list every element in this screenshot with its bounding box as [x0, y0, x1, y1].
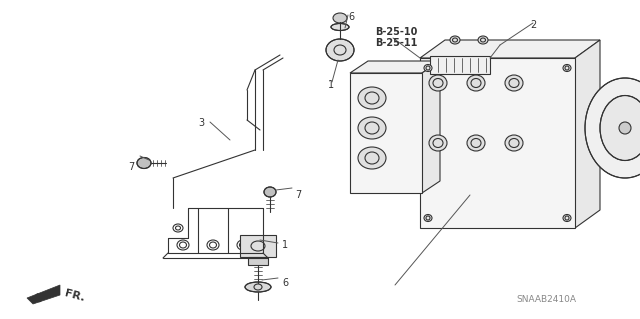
- Text: B-25-10: B-25-10: [375, 27, 417, 37]
- Ellipse shape: [173, 224, 183, 232]
- Text: 1: 1: [282, 240, 288, 250]
- Ellipse shape: [505, 75, 523, 91]
- Polygon shape: [420, 40, 600, 58]
- Ellipse shape: [333, 13, 347, 23]
- Ellipse shape: [207, 240, 219, 250]
- Polygon shape: [575, 40, 600, 228]
- Text: 2: 2: [530, 20, 536, 30]
- Ellipse shape: [248, 244, 258, 252]
- Text: FR.: FR.: [63, 288, 85, 303]
- Text: B-25-11: B-25-11: [375, 38, 417, 48]
- Ellipse shape: [331, 24, 349, 31]
- Ellipse shape: [585, 78, 640, 178]
- Ellipse shape: [177, 240, 189, 250]
- Bar: [240, 235, 276, 257]
- Ellipse shape: [137, 158, 151, 168]
- Ellipse shape: [264, 187, 276, 197]
- Text: 7: 7: [128, 162, 134, 172]
- Ellipse shape: [429, 75, 447, 91]
- Ellipse shape: [505, 135, 523, 151]
- Ellipse shape: [429, 135, 447, 151]
- Bar: [420, 58, 575, 228]
- Ellipse shape: [600, 95, 640, 160]
- Bar: [430, 56, 490, 74]
- Ellipse shape: [450, 36, 460, 44]
- Polygon shape: [422, 61, 440, 193]
- Text: SNAAB2410A: SNAAB2410A: [516, 295, 576, 304]
- Ellipse shape: [326, 39, 354, 61]
- Ellipse shape: [358, 87, 386, 109]
- Ellipse shape: [563, 64, 571, 71]
- Bar: [350, 73, 422, 193]
- Ellipse shape: [619, 122, 631, 134]
- Ellipse shape: [467, 75, 485, 91]
- Ellipse shape: [467, 135, 485, 151]
- Ellipse shape: [424, 64, 432, 71]
- Polygon shape: [27, 285, 60, 304]
- Text: 3: 3: [198, 118, 204, 128]
- Ellipse shape: [237, 240, 249, 250]
- Ellipse shape: [478, 36, 488, 44]
- Ellipse shape: [358, 147, 386, 169]
- Ellipse shape: [358, 117, 386, 139]
- Polygon shape: [350, 61, 440, 73]
- Text: 1: 1: [328, 80, 334, 90]
- Text: 7: 7: [295, 190, 301, 200]
- Ellipse shape: [563, 214, 571, 221]
- Text: 6: 6: [348, 12, 354, 22]
- Ellipse shape: [424, 214, 432, 221]
- Ellipse shape: [245, 282, 271, 292]
- Text: 6: 6: [282, 278, 288, 288]
- Bar: [248, 257, 268, 265]
